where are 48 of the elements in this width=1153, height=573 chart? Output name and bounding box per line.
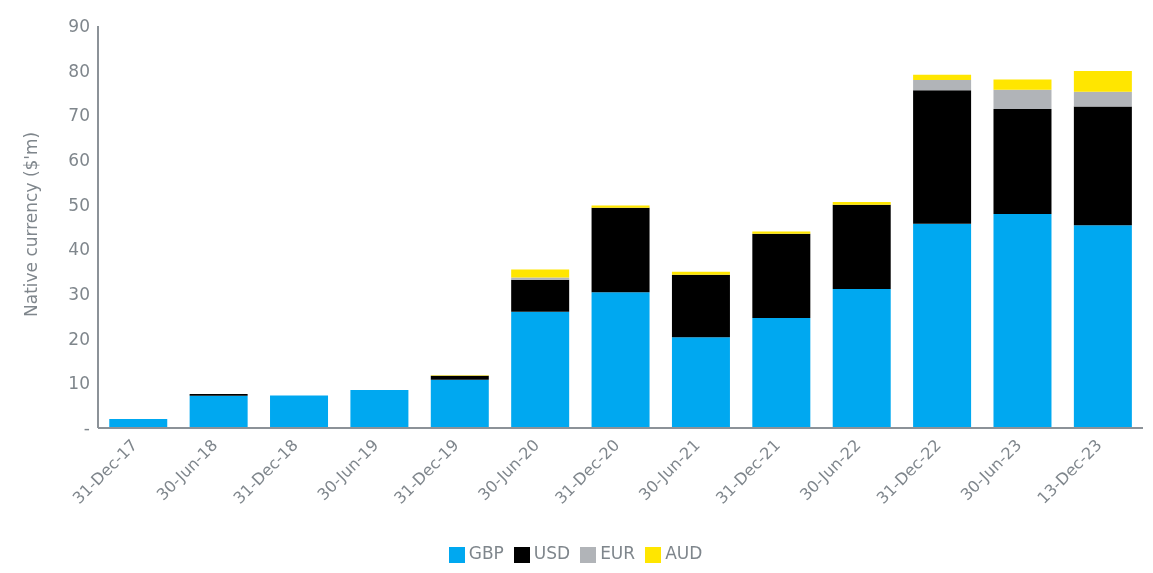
bar <box>752 231 811 234</box>
bar <box>591 292 650 428</box>
y-tick-label: 50 <box>68 194 90 215</box>
bar <box>511 279 570 312</box>
bar <box>1073 91 1132 107</box>
bar <box>1073 71 1132 92</box>
bar <box>993 89 1052 110</box>
bar <box>1073 106 1132 226</box>
bar <box>832 289 891 428</box>
bar <box>511 311 570 428</box>
bar <box>913 90 972 224</box>
y-tick-label: 60 <box>68 150 90 171</box>
legend-label: EUR <box>600 543 636 563</box>
bar <box>511 277 570 280</box>
legend-label: AUD <box>665 543 703 563</box>
y-tick-label: 20 <box>68 328 90 349</box>
bar <box>109 419 168 428</box>
bar <box>913 80 972 91</box>
bar <box>430 375 489 380</box>
bar <box>993 214 1052 428</box>
bar <box>913 74 972 81</box>
bar <box>270 395 329 428</box>
y-tick-label: - <box>83 418 90 439</box>
bar <box>671 271 730 275</box>
bar <box>832 204 891 290</box>
bar <box>993 79 1052 90</box>
y-tick-label: 10 <box>68 373 90 394</box>
y-tick-label: 80 <box>68 60 90 81</box>
bar <box>350 390 409 428</box>
bar <box>511 269 570 278</box>
bar <box>430 379 489 428</box>
y-tick-label: 30 <box>68 284 90 305</box>
y-tick-label: 70 <box>68 105 90 126</box>
bar <box>591 207 650 293</box>
bar <box>671 337 730 428</box>
bar <box>671 274 730 338</box>
y-axis-title: Native currency ($'m) <box>21 131 42 317</box>
bar <box>1073 225 1132 428</box>
bar <box>993 109 1052 215</box>
bar <box>832 201 891 205</box>
legend-label: GBP <box>468 543 504 563</box>
y-tick-label: 40 <box>68 239 90 260</box>
y-tick-label: 90 <box>68 16 90 37</box>
bar <box>189 395 248 428</box>
bar <box>752 233 811 319</box>
legend-label: USD <box>533 543 571 563</box>
bar <box>913 223 972 428</box>
bar <box>752 318 811 428</box>
